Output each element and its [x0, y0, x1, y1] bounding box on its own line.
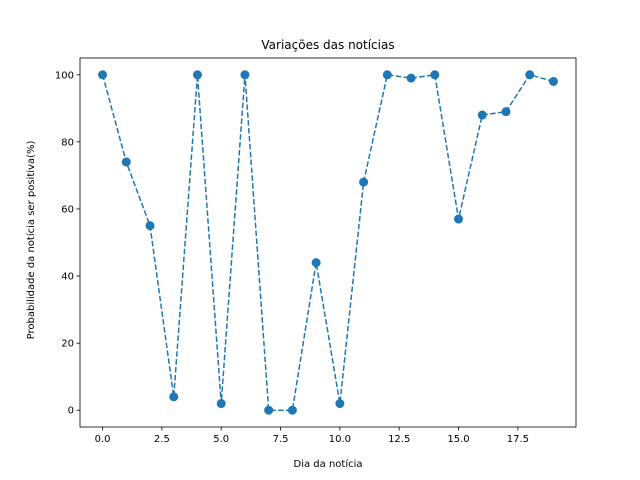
y-tick-label: 40	[61, 272, 74, 283]
chart-title: Variações das notícias	[261, 38, 394, 52]
data-point	[406, 73, 416, 83]
data-point	[525, 70, 535, 80]
data-point	[311, 258, 321, 268]
y-tick-label: 100	[55, 70, 74, 81]
y-tick-label: 80	[61, 137, 74, 148]
x-tick-label: 17.5	[507, 434, 529, 445]
data-point	[192, 70, 202, 80]
data-point	[477, 110, 487, 120]
data-point	[454, 214, 464, 224]
data-point	[382, 70, 392, 80]
x-tick-label: 0.0	[95, 434, 111, 445]
y-tick-label: 60	[61, 204, 74, 215]
data-point	[335, 399, 345, 409]
x-tick-label: 10.0	[329, 434, 351, 445]
data-point	[430, 70, 440, 80]
axes-frame	[79, 57, 577, 428]
x-tick-label: 7.5	[273, 434, 289, 445]
data-point	[216, 399, 226, 409]
y-tick-label: 20	[61, 339, 74, 350]
data-point	[98, 70, 108, 80]
x-axis-label: Dia da notícia	[294, 458, 363, 470]
data-point	[121, 157, 131, 167]
data-point	[548, 76, 558, 86]
data-point	[501, 107, 511, 117]
x-tick-label: 2.5	[154, 434, 170, 445]
plot-area: 0.0 2.5 5.0 7.5 10.0 12.5 15.0 17.5 0 20 40 60 80 100	[55, 57, 577, 445]
x-tick-label: 15.0	[447, 434, 469, 445]
data-point	[264, 405, 274, 415]
y-axis-label: Probabilidade da notícia ser positiva(%)	[25, 141, 37, 340]
data-point	[359, 177, 369, 187]
data-point	[169, 392, 179, 402]
x-tick-label: 12.5	[388, 434, 410, 445]
data-point	[240, 70, 250, 80]
data-point	[145, 221, 155, 231]
x-tick-label: 5.0	[213, 434, 229, 445]
data-point	[287, 405, 297, 415]
y-tick-label: 0	[68, 406, 74, 417]
